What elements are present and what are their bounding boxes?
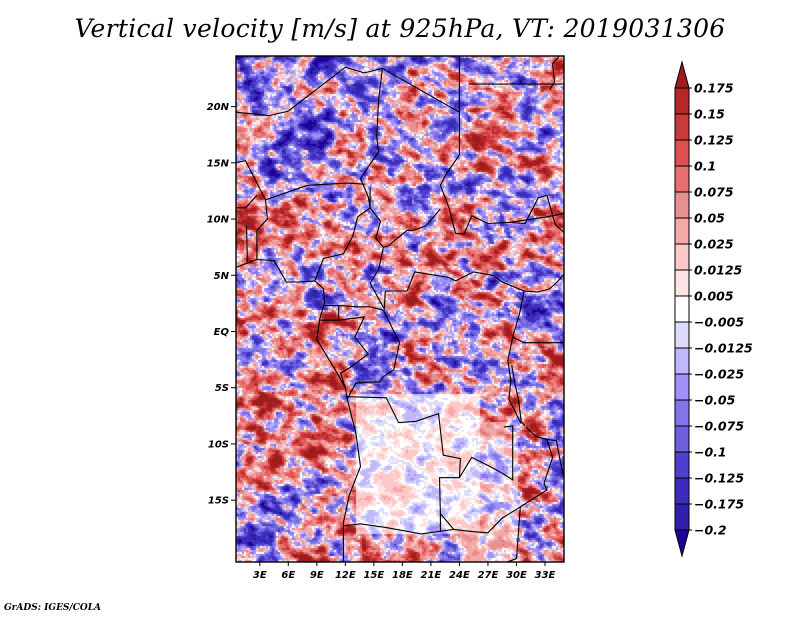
border-line — [506, 506, 521, 563]
border-line — [338, 305, 384, 311]
colorbar-box — [674, 347, 690, 375]
colorbar-label: 0.1 — [694, 159, 716, 174]
border-line — [509, 212, 565, 223]
colorbar-box — [674, 321, 690, 349]
y-tick-label: 5N — [214, 271, 230, 282]
y-tick-label: 10S — [208, 439, 229, 450]
colorbar-box — [674, 139, 690, 167]
y-tick-label: 20N — [207, 102, 230, 113]
border-line — [507, 290, 525, 424]
border-line — [235, 66, 365, 117]
colorbar-box — [674, 87, 690, 115]
border-line — [346, 309, 401, 400]
border-line — [458, 425, 514, 481]
colorbar-label: 0.175 — [694, 81, 734, 96]
border-line — [235, 258, 362, 562]
x-tick-label: 30E — [506, 570, 527, 581]
x-axis: 3E 6E 9E 12E 15E 18E 21E 24E 27E 30E 33E — [253, 562, 556, 581]
colorbar-box — [674, 191, 690, 219]
border-line — [453, 439, 554, 534]
border-line — [525, 426, 565, 478]
border-line — [343, 396, 461, 535]
y-tick-label: 10N — [207, 215, 230, 226]
x-tick-label: 6E — [281, 570, 295, 581]
colorbar-box — [674, 269, 690, 297]
chart-title: Vertical velocity [m/s] at 925hPa, VT: 2… — [74, 14, 726, 43]
map-frame — [235, 55, 565, 563]
colorbar-extend-min — [674, 529, 690, 558]
y-tick-label: 15S — [208, 496, 229, 507]
colorbar-label: 0.0125 — [694, 263, 743, 278]
x-tick-label: 33E — [535, 570, 556, 581]
border-line — [319, 305, 340, 321]
colorbar-box — [674, 165, 690, 193]
colorbar-label: −0.125 — [694, 471, 744, 486]
y-tick-label: EQ — [214, 327, 230, 338]
border-line — [524, 273, 565, 293]
colorbar-label: 0.075 — [694, 185, 734, 200]
x-tick-label: 21E — [421, 570, 442, 581]
colorbar-box — [674, 113, 690, 141]
border-line — [511, 365, 526, 427]
x-tick-label: 12E — [335, 570, 356, 581]
border-line — [455, 194, 565, 235]
border-line — [338, 316, 369, 388]
colorbar-box — [674, 503, 690, 531]
border-line — [439, 106, 460, 234]
colorbar-label: −0.1 — [694, 445, 727, 460]
border-line — [549, 55, 560, 90]
colorbar-box — [674, 243, 690, 271]
colorbar-label: −0.05 — [694, 393, 736, 408]
border-line — [359, 68, 383, 197]
x-tick-label: 18E — [392, 570, 413, 581]
border-line — [265, 182, 366, 201]
colorbar-box — [674, 295, 690, 323]
border-line — [369, 247, 525, 311]
colorbar-label: −0.025 — [694, 367, 744, 382]
border-line — [314, 187, 371, 282]
colorbar-label: −0.075 — [694, 419, 744, 434]
country-borders — [235, 55, 565, 563]
colorbar-box — [674, 477, 690, 505]
y-tick-label: 5S — [215, 383, 229, 394]
x-tick-label: 3E — [253, 570, 267, 581]
colorbar-box — [674, 425, 690, 453]
colorbar-box — [674, 217, 690, 245]
border-line — [236, 195, 258, 209]
x-tick-label: 15E — [363, 570, 384, 581]
colorbar-label: −0.005 — [694, 315, 744, 330]
colorbar-label: −0.175 — [694, 497, 744, 512]
x-tick-label: 9E — [310, 570, 324, 581]
colorbar-box — [674, 399, 690, 427]
colorbar-label: −0.2 — [694, 523, 727, 538]
colorbar-label: 0.025 — [694, 237, 734, 252]
colorbar-box — [674, 451, 690, 479]
border-line — [245, 224, 248, 262]
y-tick-label: 15N — [207, 158, 230, 169]
colorbar: 0.175 0.15 0.125 0.1 0.075 0.05 0.025 0.0125 0.0… — [674, 60, 753, 558]
x-tick-label: 24E — [449, 570, 470, 581]
colorbar-label: 0.15 — [694, 107, 725, 122]
border-line — [512, 336, 564, 344]
y-axis: 20N 15N 10N 5N EQ 5S 10S 15S — [207, 102, 236, 507]
x-tick-label: 27E — [478, 570, 499, 581]
colorbar-box — [674, 373, 690, 401]
colorbar-extend-max — [674, 60, 690, 89]
grads-credit: GrADS: IGES/COLA — [4, 603, 102, 613]
border-line — [235, 159, 268, 260]
colorbar-label: 0.05 — [694, 211, 725, 226]
colorbar-label: −0.0125 — [694, 341, 753, 356]
colorbar-label: 0.005 — [694, 289, 734, 304]
border-line — [367, 196, 441, 248]
colorbar-label: 0.125 — [694, 133, 734, 148]
